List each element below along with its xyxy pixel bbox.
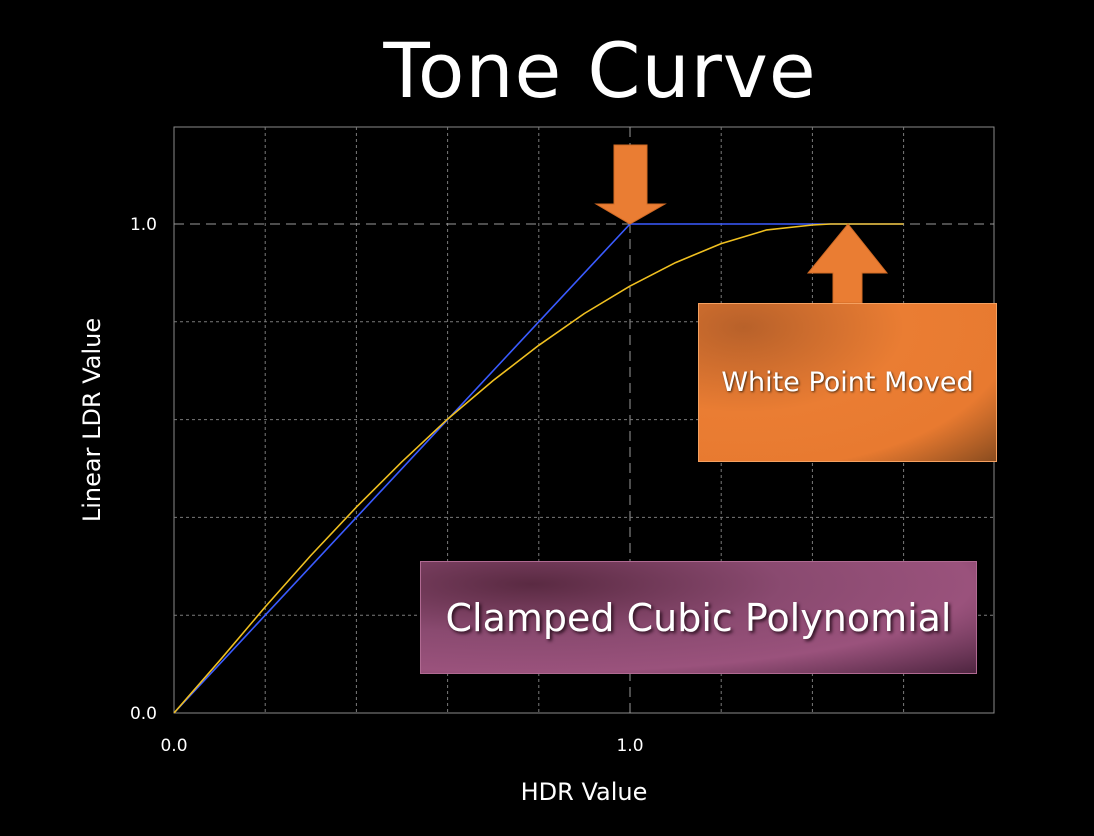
- polynomial-callout: Clamped Cubic Polynomial: [420, 561, 977, 674]
- tick-labels: 0.0 1.0 0.0 1.0: [130, 215, 644, 756]
- cubic-polynomial-line: [173, 223, 904, 714]
- white-point-callout-text: White Point Moved: [721, 367, 974, 398]
- chart-title: Tone Curve: [383, 26, 817, 115]
- y-axis-label: Linear LDR Value: [78, 318, 106, 522]
- white-point-callout: White Point Moved: [698, 303, 997, 462]
- polynomial-callout-text: Clamped Cubic Polynomial: [445, 595, 952, 640]
- y-tick-label: 0.0: [130, 704, 157, 724]
- x-axis-label: HDR Value: [521, 778, 648, 806]
- white-point-down-arrow: [594, 144, 667, 225]
- y-tick-label: 1.0: [130, 215, 157, 235]
- white-point-up-arrow: [806, 223, 889, 304]
- x-tick-label: 1.0: [616, 736, 643, 756]
- x-tick-label: 0.0: [160, 736, 187, 756]
